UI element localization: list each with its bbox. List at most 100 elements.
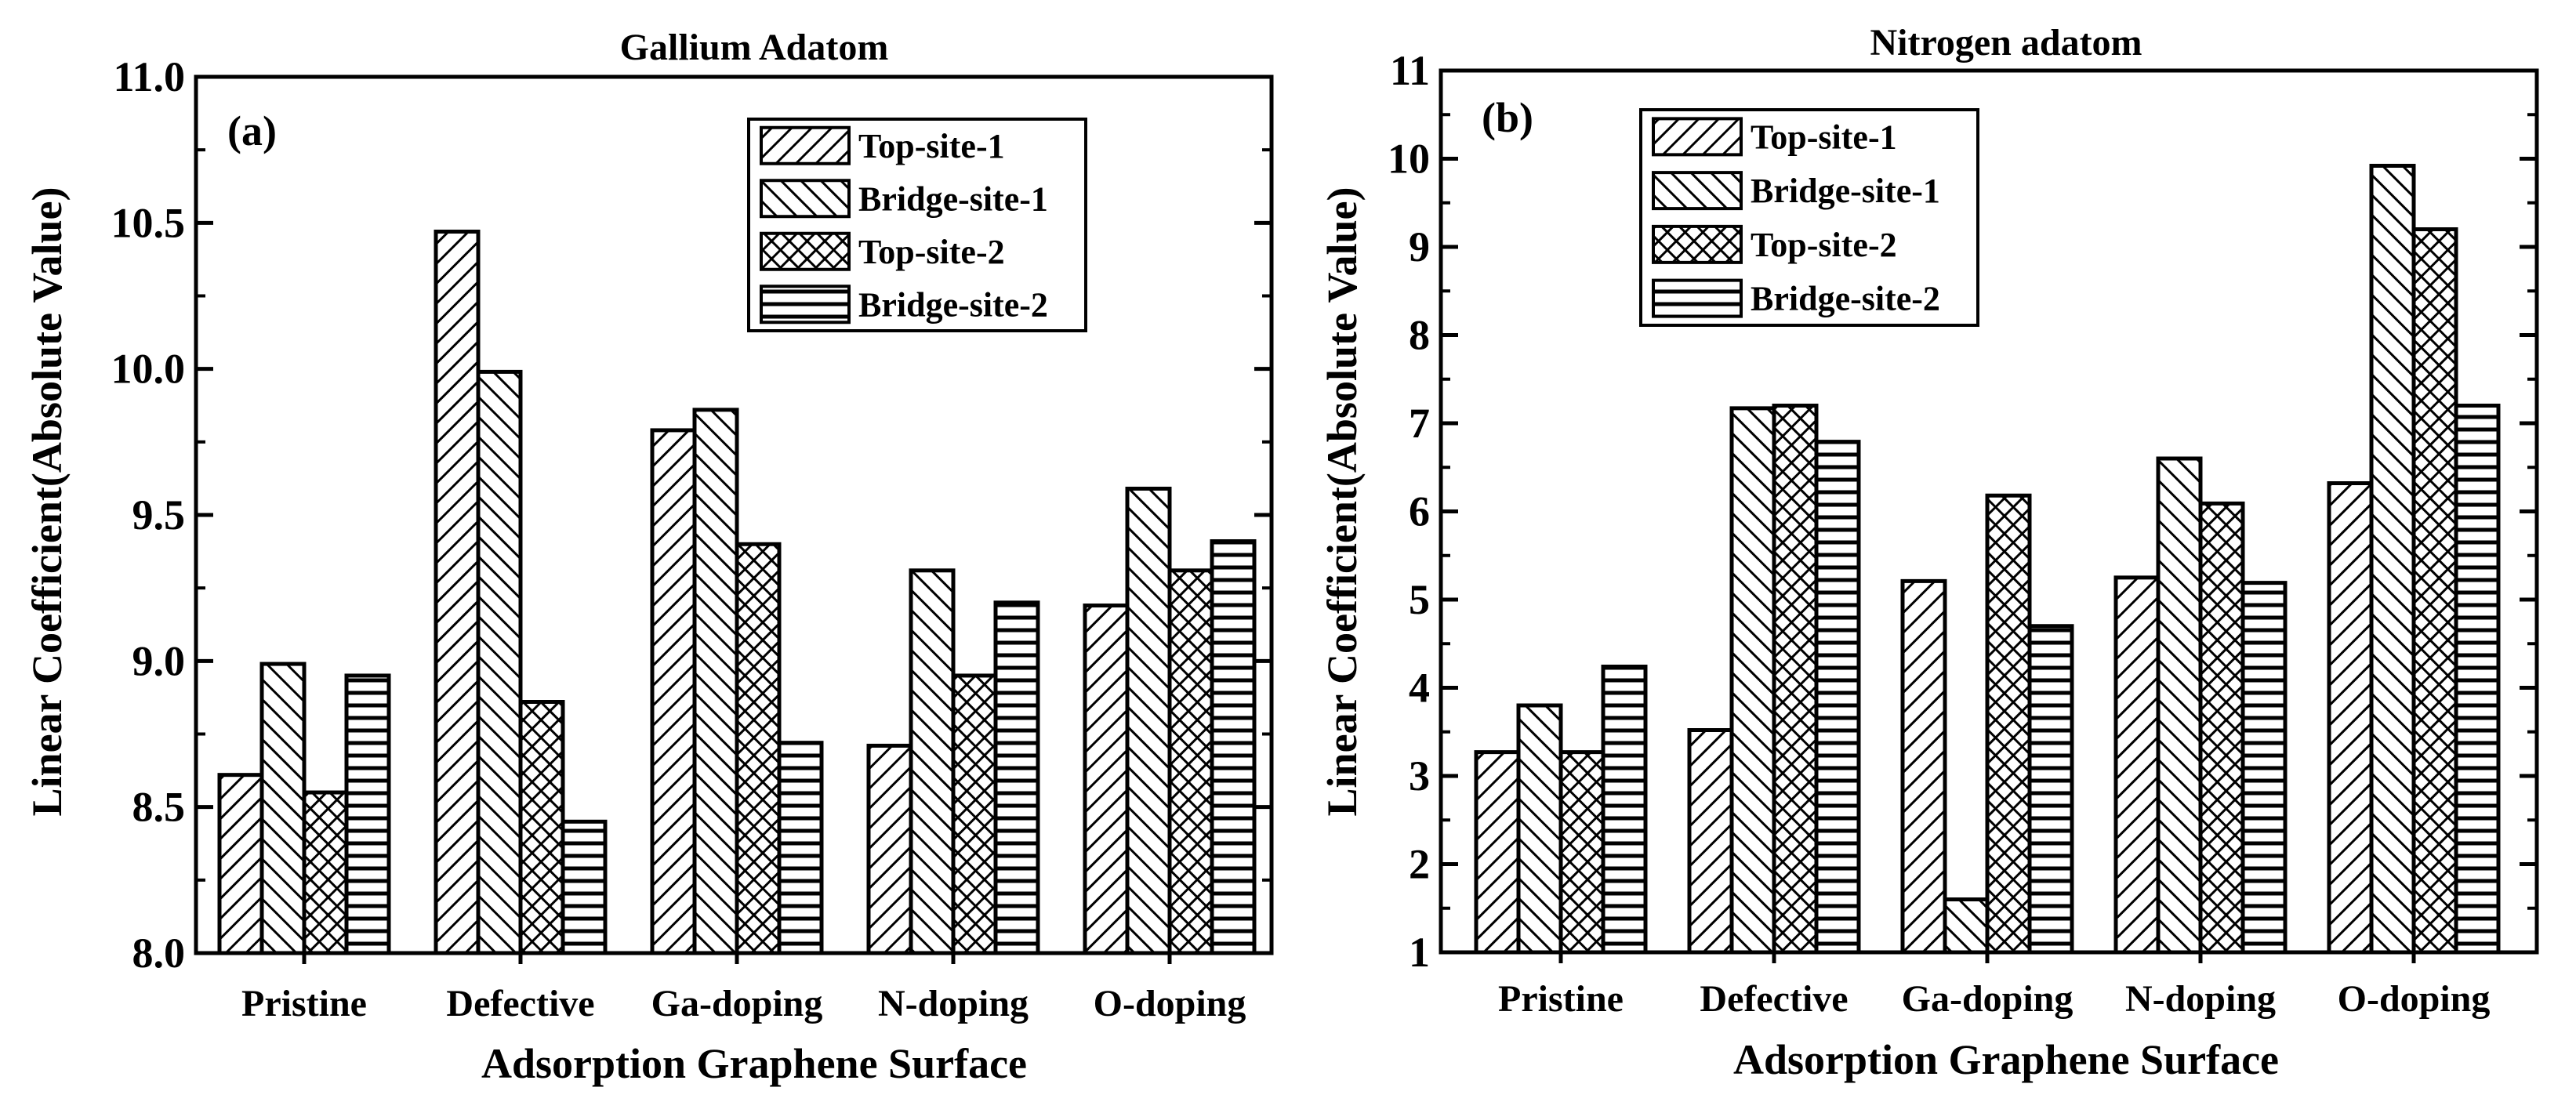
bar-top-site-1-ga-doping bbox=[1900, 578, 1947, 955]
legend-label: Bridge-site-2 bbox=[1751, 280, 1940, 318]
panel-a-ylabel: Linear Coefficient(Absolute Value) bbox=[24, 187, 71, 817]
xtick-label: Defective bbox=[1700, 978, 1848, 1020]
bar-bridge-site-1-ga-doping bbox=[692, 408, 739, 955]
bar-bridge-site-2-n-doping bbox=[2240, 581, 2288, 955]
bar-bridge-site-1-defective bbox=[476, 369, 523, 955]
bar-bridge-site-2-pristine bbox=[1601, 665, 1648, 955]
bar-top-site-2-pristine bbox=[1558, 750, 1605, 955]
ytick-label: 9.0 bbox=[132, 637, 186, 684]
ytick-label: 5 bbox=[1409, 576, 1430, 623]
ytick-label: 10.0 bbox=[111, 346, 186, 393]
panel-a-bars bbox=[217, 230, 1257, 955]
legend-label: Top-site-2 bbox=[858, 233, 1005, 271]
panel-a-axes-frame bbox=[194, 74, 1274, 955]
bar-bridge-site-2-ga-doping bbox=[2027, 624, 2074, 955]
ytick-label: 2 bbox=[1409, 841, 1430, 888]
legend-swatch bbox=[760, 231, 851, 271]
legend-swatch bbox=[1652, 224, 1743, 264]
panel-a-legend: Top-site-1 Bridge-site-1 Top-site-2 Bridge-… bbox=[747, 118, 1087, 332]
bar-top-site-1-n-doping bbox=[2113, 575, 2161, 955]
legend-label: Top-site-2 bbox=[1751, 226, 1897, 264]
ytick-label: 11 bbox=[1390, 47, 1430, 94]
bar-bridge-site-2-defective bbox=[561, 819, 608, 955]
bar-top-site-1-n-doping bbox=[866, 743, 913, 955]
ytick-label: 8.0 bbox=[132, 930, 186, 977]
bar-top-site-1-defective bbox=[434, 230, 481, 955]
panel-b-ylabel: Linear Coefficient(Absolute Value) bbox=[1319, 187, 1366, 817]
bar-top-site-2-pristine bbox=[302, 790, 349, 955]
panel-a-xticklabels: Pristine Defective Ga-doping N-doping O-dopi… bbox=[241, 983, 1246, 1024]
bar-bridge-site-1-ga-doping bbox=[1943, 897, 1990, 955]
bar-top-site-1-pristine bbox=[217, 773, 264, 955]
bar-top-site-1-o-doping bbox=[1083, 604, 1130, 955]
panel-b-yticklabels: 1 2 3 4 5 6 7 8 9 10 11 bbox=[1388, 47, 1430, 976]
ytick-label: 10.5 bbox=[111, 199, 186, 246]
legend-swatch bbox=[1652, 171, 1743, 211]
panel-a: Gallium Adatom (a) Linear Coefficient(Ab… bbox=[24, 27, 1274, 1087]
panel-b-xlabel: Adsorption Graphene Surface bbox=[1733, 1036, 2279, 1083]
panel-a-yticklabels: 8.0 8.5 9.0 9.5 10.0 10.5 11.0 bbox=[111, 53, 186, 977]
xtick-label: Pristine bbox=[1498, 978, 1624, 1020]
bar-top-site-2-defective bbox=[518, 700, 565, 955]
bar-top-site-2-n-doping bbox=[2198, 501, 2245, 955]
bar-top-site-2-defective bbox=[1772, 404, 1819, 955]
legend-swatch bbox=[760, 125, 851, 165]
xtick-label: N-doping bbox=[2125, 978, 2276, 1020]
bar-bridge-site-2-n-doping bbox=[993, 600, 1040, 955]
bar-top-site-2-n-doping bbox=[951, 673, 998, 955]
xtick-label: Ga-doping bbox=[651, 983, 823, 1024]
bar-bridge-site-1-defective bbox=[1729, 406, 1776, 955]
bar-top-site-1-o-doping bbox=[2327, 481, 2374, 955]
bar-bridge-site-1-o-doping bbox=[2369, 164, 2416, 955]
bar-bridge-site-2-defective bbox=[1814, 440, 1861, 955]
legend-swatch bbox=[1652, 117, 1743, 157]
legend-swatch bbox=[760, 285, 851, 324]
bar-top-site-2-ga-doping bbox=[735, 542, 782, 955]
panel-b-axes-frame bbox=[1439, 68, 2539, 955]
bar-top-site-1-defective bbox=[1687, 728, 1734, 955]
bar-top-site-1-pristine bbox=[1474, 750, 1521, 955]
panel-a-xlabel: Adsorption Graphene Surface bbox=[481, 1040, 1027, 1087]
xtick-label: Defective bbox=[446, 983, 594, 1024]
ytick-label: 3 bbox=[1409, 752, 1430, 799]
legend-label: Bridge-site-1 bbox=[858, 179, 1048, 218]
bar-bridge-site-1-pristine bbox=[259, 662, 307, 955]
xtick-label: Pristine bbox=[241, 983, 367, 1024]
bar-bridge-site-1-n-doping bbox=[2156, 456, 2203, 955]
legend-label: Bridge-site-2 bbox=[858, 285, 1048, 324]
panel-b-xticklabels: Pristine Defective Ga-doping N-doping O-dopi… bbox=[1498, 978, 2490, 1020]
ytick-label: 8 bbox=[1409, 312, 1430, 359]
legend-label: Bridge-site-1 bbox=[1751, 172, 1940, 210]
legend-swatch bbox=[1652, 278, 1743, 318]
bar-top-site-2-ga-doping bbox=[1985, 493, 2032, 955]
ytick-label: 6 bbox=[1409, 488, 1430, 535]
bar-bridge-site-1-o-doping bbox=[1125, 486, 1172, 955]
bar-bridge-site-2-pristine bbox=[344, 673, 391, 955]
panel-b: Nitrogen adatom (b) Linear Coefficient(A… bbox=[1319, 22, 2539, 1083]
panel-a-label: (a) bbox=[227, 107, 277, 154]
legend-label: Top-site-1 bbox=[858, 127, 1005, 165]
ytick-label: 9.5 bbox=[132, 491, 186, 538]
panel-b-title: Nitrogen adatom bbox=[1870, 22, 2142, 63]
xtick-label: O-doping bbox=[2338, 978, 2491, 1020]
bar-bridge-site-2-o-doping bbox=[1210, 539, 1257, 955]
bar-bridge-site-2-o-doping bbox=[2454, 404, 2501, 955]
xtick-label: Ga-doping bbox=[1902, 978, 2073, 1020]
bar-top-site-1-ga-doping bbox=[650, 428, 697, 955]
panel-b-legend: Top-site-1 Bridge-site-1 Top-site-2 Bridge-… bbox=[1639, 108, 1979, 327]
panel-b-bars bbox=[1474, 164, 2501, 955]
ytick-label: 11.0 bbox=[113, 53, 185, 100]
bar-top-site-2-o-doping bbox=[2411, 227, 2458, 955]
legend-label: Top-site-1 bbox=[1751, 118, 1897, 156]
xtick-label: N-doping bbox=[878, 983, 1029, 1024]
xtick-label: O-doping bbox=[1094, 983, 1246, 1024]
ytick-label: 10 bbox=[1388, 136, 1430, 183]
ytick-label: 4 bbox=[1409, 665, 1430, 712]
legend-swatch bbox=[760, 179, 851, 219]
bar-bridge-site-1-pristine bbox=[1516, 703, 1563, 955]
ytick-label: 9 bbox=[1409, 223, 1430, 270]
bar-bridge-site-1-n-doping bbox=[909, 568, 956, 955]
bar-top-site-2-o-doping bbox=[1167, 568, 1214, 955]
